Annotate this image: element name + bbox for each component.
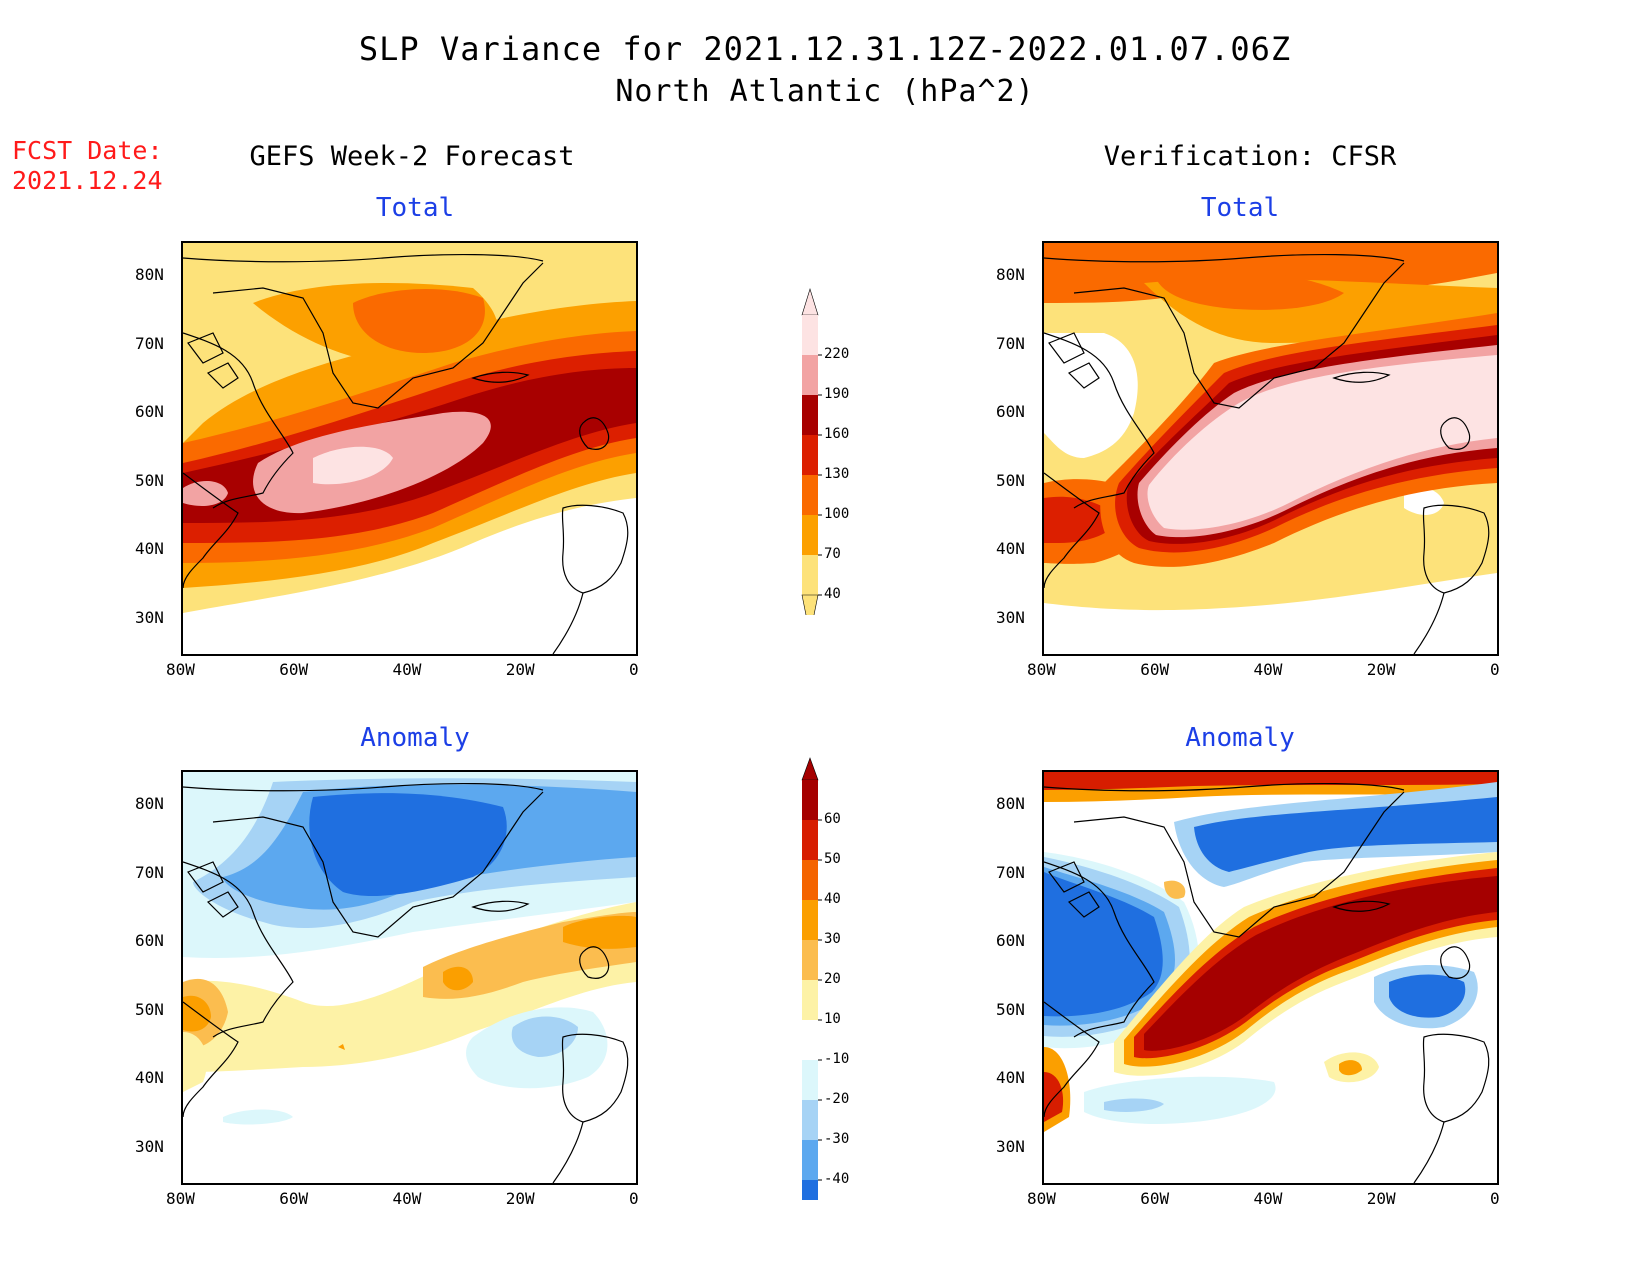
forecast-anomaly-lon-label: 60W: [279, 1189, 309, 1208]
fcst-date-label: FCST Date:: [12, 136, 163, 165]
colorbar-level-label: 70: [824, 546, 841, 562]
colorbar-swatch: [802, 980, 818, 1020]
verification-anomaly-lat-label: 70N: [996, 862, 1025, 882]
colorbar-level-label: 100: [824, 506, 850, 522]
colorbar-swatch: [802, 475, 818, 515]
total-colorbar: 220 190 160 130 100 70 40: [790, 285, 890, 636]
colorbar-swatch: [802, 395, 818, 435]
forecast-anomaly-lon-label: 0: [629, 1189, 639, 1208]
forecast-anomaly-lon-label: 20W: [505, 1189, 535, 1208]
panel-title-forecast-anomaly: Anomaly: [360, 723, 470, 753]
colorbar-swatch: [802, 820, 818, 860]
verification-total-map: [1042, 241, 1499, 656]
verification-total-lat-label: 40N: [996, 539, 1025, 559]
forecast-total-lat-label: 80N: [135, 265, 164, 285]
verification-anomaly-lon-label: 60W: [1140, 1189, 1170, 1208]
forecast-total-lat-label: 60N: [135, 402, 164, 422]
left-column-heading: GEFS Week-2 Forecast: [249, 141, 575, 172]
verification-total-lat-label: 70N: [996, 333, 1025, 353]
colorbar-level-label: -40: [824, 1171, 850, 1187]
colorbar-swatch: [802, 515, 818, 555]
verification-anomaly-lon-label: 80W: [1027, 1189, 1056, 1208]
verification-total-lon-label: 60W: [1140, 660, 1170, 679]
anomaly-colorbar: 60 50 40 30 20 10 -10 -20 -30 -40: [790, 755, 890, 1243]
colorbar-level-label: 30: [824, 931, 841, 947]
colorbar-swatch: [802, 435, 818, 475]
forecast-anomaly-lon-label: 80W: [166, 1189, 195, 1208]
colorbar-top-arrow: [801, 287, 819, 316]
forecast-total-lat-label: 30N: [135, 607, 164, 627]
verification-anomaly-lon-label: 20W: [1366, 1189, 1396, 1208]
colorbar-swatch: [802, 1020, 818, 1060]
forecast-total-lat-label: 70N: [135, 333, 164, 353]
verification-anomaly-lat-label: 40N: [996, 1068, 1025, 1088]
colorbar-level-label: 220: [824, 346, 850, 362]
panel-title-verification-anomaly: Anomaly: [1185, 723, 1295, 753]
panel-title-verification-total: Total: [1200, 193, 1280, 223]
colorbar-swatch: [802, 355, 818, 395]
forecast-total-lat-label: 50N: [135, 470, 164, 490]
forecast-anomaly-lat-label: 50N: [135, 999, 164, 1019]
colorbar-top-arrow: [801, 757, 819, 781]
colorbar-level-label: 190: [824, 386, 850, 402]
colorbar-bottom-arrow: [801, 594, 819, 636]
verification-total-lat-label: 30N: [996, 607, 1025, 627]
forecast-anomaly-map: [181, 770, 638, 1185]
colorbar-level-label: 130: [824, 466, 850, 482]
colorbar-swatch: [802, 900, 818, 940]
colorbar-swatch: [802, 1060, 818, 1100]
colorbar-swatch: [802, 1140, 818, 1180]
forecast-total-map: [181, 241, 638, 656]
verification-total-lat-label: 50N: [996, 470, 1025, 490]
verification-anomaly-lat-label: 30N: [996, 1136, 1025, 1156]
colorbar-swatch: [802, 1100, 818, 1140]
verification-anomaly-lat-label: 80N: [996, 794, 1025, 814]
colorbar-level-label: 40: [824, 891, 841, 907]
forecast-total-lon-label: 80W: [166, 660, 195, 679]
colorbar-swatch: [802, 555, 818, 595]
colorbar-level-label: 10: [824, 1011, 841, 1027]
colorbar-swatch: [802, 1180, 818, 1220]
forecast-anomaly-lon-label: 40W: [392, 1189, 422, 1208]
colorbar-level-label: 50: [824, 851, 841, 867]
colorbar-swatch: [802, 860, 818, 900]
verification-total-lat-label: 80N: [996, 265, 1025, 285]
right-column-heading: Verification: CFSR: [1103, 141, 1397, 172]
verification-total-lon-label: 20W: [1366, 660, 1396, 679]
verification-anomaly-map: [1042, 770, 1499, 1185]
verification-anomaly-lat-label: 50N: [996, 999, 1025, 1019]
colorbar-level-label: -30: [824, 1131, 850, 1147]
colorbar-level-label: 40: [824, 586, 841, 602]
forecast-total-lon-label: 40W: [392, 660, 422, 679]
main-subtitle: North Atlantic (hPa^2): [615, 74, 1035, 109]
forecast-anomaly-lat-label: 60N: [135, 931, 164, 951]
forecast-total-lon-label: 60W: [279, 660, 309, 679]
forecast-anomaly-lat-label: 70N: [135, 862, 164, 882]
verification-total-lat-label: 60N: [996, 402, 1025, 422]
colorbar-swatch: [802, 940, 818, 980]
verification-total-lon-label: 80W: [1027, 660, 1056, 679]
colorbar-level-label: -20: [824, 1091, 850, 1107]
forecast-anomaly-lat-label: 30N: [135, 1136, 164, 1156]
verification-anomaly-lat-label: 60N: [996, 931, 1025, 951]
panel-title-forecast-total: Total: [375, 193, 455, 223]
forecast-anomaly-lat-label: 80N: [135, 794, 164, 814]
colorbar-swatch: [802, 315, 818, 355]
colorbar-level-label: -10: [824, 1051, 850, 1067]
main-title: SLP Variance for 2021.12.31.12Z-2022.01.…: [358, 30, 1292, 68]
verification-total-lon-label: 0: [1490, 660, 1500, 679]
verification-total-lon-label: 40W: [1253, 660, 1283, 679]
verification-anomaly-lon-label: 40W: [1253, 1189, 1283, 1208]
colorbar-level-label: 160: [824, 426, 850, 442]
verification-anomaly-lon-label: 0: [1490, 1189, 1500, 1208]
forecast-total-lat-label: 40N: [135, 539, 164, 559]
forecast-total-lon-label: 0: [629, 660, 639, 679]
fcst-date-value: 2021.12.24: [12, 166, 163, 195]
forecast-anomaly-lat-label: 40N: [135, 1068, 164, 1088]
colorbar-level-label: 20: [824, 971, 841, 987]
colorbar-level-label: 60: [824, 811, 841, 827]
colorbar-swatch: [802, 780, 818, 820]
forecast-total-lon-label: 20W: [505, 660, 535, 679]
